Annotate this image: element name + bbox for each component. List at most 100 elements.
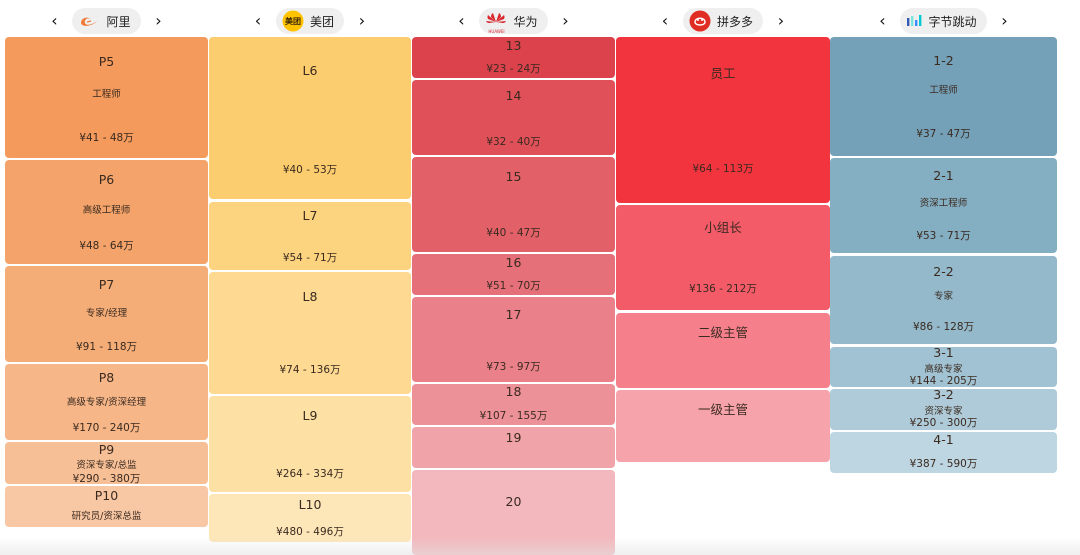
level-code: 13 <box>505 38 522 53</box>
level-code: 3-1 <box>933 345 954 360</box>
bytedance-header: ‹ 字节跳动 › <box>830 6 1057 36</box>
level-block[interactable]: 3-1 高级专家 ¥144 - 205万 <box>830 345 1057 387</box>
level-block[interactable]: P10 研究员/资深总监 <box>5 486 208 527</box>
level-code: 小组长 <box>704 220 742 235</box>
level-title: 高级专家/资深经理 <box>66 397 147 408</box>
salary-range: ¥32 - 40万 <box>486 136 541 148</box>
level-block[interactable]: 一级主管 <box>616 390 830 462</box>
level-code: P5 <box>98 54 115 69</box>
salary-range: ¥40 - 53万 <box>282 164 338 176</box>
level-block[interactable]: P6 高级工程师 ¥48 - 64万 <box>5 160 208 264</box>
level-code: 二级主管 <box>697 325 748 340</box>
level-code: 1-2 <box>933 53 954 68</box>
company-name: 阿里 <box>106 14 131 29</box>
pinduoduo-logo-icon <box>689 10 711 32</box>
level-block[interactable]: 员工 ¥64 - 113万 <box>616 37 830 203</box>
alibaba-logo-icon <box>78 14 100 28</box>
salary-range: ¥41 - 48万 <box>79 132 134 144</box>
level-code: P6 <box>98 172 115 187</box>
level-code: L8 <box>302 289 318 304</box>
level-block[interactable]: 3-2 资深专家 ¥250 - 300万 <box>830 387 1057 430</box>
salary-range: ¥264 - 334万 <box>276 468 344 480</box>
chevron-right-icon[interactable]: › <box>777 11 785 30</box>
level-title: 工程师 <box>92 89 121 100</box>
company-name: 华为 <box>513 14 538 29</box>
level-block[interactable]: L9 ¥264 - 334万 <box>209 396 411 492</box>
level-block[interactable]: 13 ¥23 - 24万 <box>412 37 615 78</box>
chevron-left-icon[interactable]: ‹ <box>458 11 465 30</box>
level-block[interactable]: P5 工程师 ¥41 - 48万 <box>5 37 208 158</box>
level-block[interactable]: P7 专家/经理 ¥91 - 118万 <box>5 266 208 362</box>
salary-range: ¥37 - 47万 <box>916 128 971 140</box>
level-block[interactable]: 4-1 ¥387 - 590万 <box>830 432 1057 473</box>
level-code: P8 <box>98 370 115 385</box>
chevron-left-icon[interactable]: ‹ <box>879 11 886 30</box>
salary-range: ¥250 - 300万 <box>909 417 978 429</box>
level-block[interactable]: 19 <box>412 427 615 468</box>
salary-range: ¥48 - 64万 <box>79 240 134 252</box>
level-code: L7 <box>302 208 318 223</box>
level-block[interactable]: 16 ¥51 - 70万 <box>412 254 615 295</box>
level-code: 15 <box>505 169 522 184</box>
salary-range: ¥480 - 496万 <box>276 526 344 538</box>
level-block[interactable]: 2-1 资深工程师 ¥53 - 71万 <box>830 158 1057 253</box>
level-block[interactable]: 二级主管 <box>616 313 830 388</box>
alibaba-header: ‹ 阿里 › <box>5 6 208 36</box>
bytedance-company-selector[interactable]: 字节跳动 <box>900 8 987 34</box>
level-code: 3-2 <box>933 387 954 402</box>
salary-range: ¥144 - 205万 <box>909 375 978 387</box>
company-name: 美团 <box>309 14 334 29</box>
level-block[interactable]: L10 ¥480 - 496万 <box>209 494 411 542</box>
chevron-left-icon[interactable]: ‹ <box>254 11 262 30</box>
level-code: 员工 <box>710 66 736 81</box>
level-code: 17 <box>505 307 522 322</box>
level-block[interactable]: 20 <box>412 470 615 555</box>
level-title: 专家/经理 <box>85 308 128 319</box>
pinduoduo-column: ‹ 拼多多 › 员工 ¥64 - 113万小组长 ¥136 - 212万 二级主管一级主管 <box>616 0 830 555</box>
level-block[interactable]: L6 ¥40 - 53万 <box>209 37 411 199</box>
level-block[interactable]: P9 资深专家/总监 ¥290 - 380万 <box>5 442 208 485</box>
huawei-logo-icon: HUAWEI <box>485 11 507 34</box>
alibaba-column: ‹ 阿里 › P5 工程师 ¥41 - 48万 P6 高级工程师 ¥48 - 64万 P7 专家/经… <box>5 0 208 555</box>
chevron-right-icon[interactable]: › <box>562 11 569 30</box>
level-code: 16 <box>505 255 522 270</box>
chevron-left-icon[interactable]: ‹ <box>51 11 58 30</box>
level-title: 高级工程师 <box>82 205 131 216</box>
level-title: 高级专家 <box>924 364 963 375</box>
salary-range: ¥73 - 97万 <box>486 361 541 373</box>
salary-range: ¥136 - 212万 <box>689 283 757 295</box>
salary-range: ¥86 - 128万 <box>912 321 975 333</box>
level-code: L6 <box>302 63 318 78</box>
level-code: P7 <box>98 277 115 292</box>
level-code: 18 <box>505 384 522 399</box>
salary-range: ¥23 - 24万 <box>486 63 541 75</box>
chevron-right-icon[interactable]: › <box>155 11 162 30</box>
salary-range: ¥74 - 136万 <box>279 364 341 376</box>
huawei-company-selector[interactable]: HUAWEI 华为 <box>479 8 548 34</box>
level-code: L10 <box>298 497 322 512</box>
company-name: 字节跳动 <box>928 14 977 29</box>
level-block[interactable]: 18 ¥107 - 155万 <box>412 384 615 425</box>
level-block[interactable]: P8 高级专家/资深经理 ¥170 - 240万 <box>5 364 208 440</box>
level-code: 19 <box>505 430 522 445</box>
level-block[interactable]: L8 ¥74 - 136万 <box>209 272 411 394</box>
level-title: 资深专家 <box>924 406 963 417</box>
level-block[interactable]: 1-2 工程师 ¥37 - 47万 <box>830 37 1057 156</box>
level-title: 资深工程师 <box>919 198 968 209</box>
level-block[interactable]: 2-2 专家 ¥86 - 128万 <box>830 256 1057 344</box>
level-block[interactable]: L7 ¥54 - 71万 <box>209 202 411 270</box>
chevron-right-icon[interactable]: › <box>358 11 366 30</box>
meituan-column: ‹ 美团 美团 › L6 ¥40 - 53万 L7 ¥54 - 71万 L8 ¥74 - 136万… <box>209 0 411 555</box>
alibaba-company-selector[interactable]: 阿里 <box>72 8 141 34</box>
level-block[interactable]: 15 ¥40 - 47万 <box>412 157 615 252</box>
level-block[interactable]: 17 ¥73 - 97万 <box>412 297 615 382</box>
meituan-company-selector[interactable]: 美团 美团 <box>275 8 344 34</box>
level-block[interactable]: 小组长 ¥136 - 212万 <box>616 205 830 310</box>
company-name: 拼多多 <box>716 14 753 29</box>
chevron-right-icon[interactable]: › <box>1001 11 1008 30</box>
chevron-left-icon[interactable]: ‹ <box>661 11 669 30</box>
salary-range: ¥170 - 240万 <box>72 422 141 434</box>
pinduoduo-company-selector[interactable]: 拼多多 <box>682 8 763 34</box>
level-block[interactable]: 14 ¥32 - 40万 <box>412 80 615 155</box>
level-code: P9 <box>98 442 115 457</box>
